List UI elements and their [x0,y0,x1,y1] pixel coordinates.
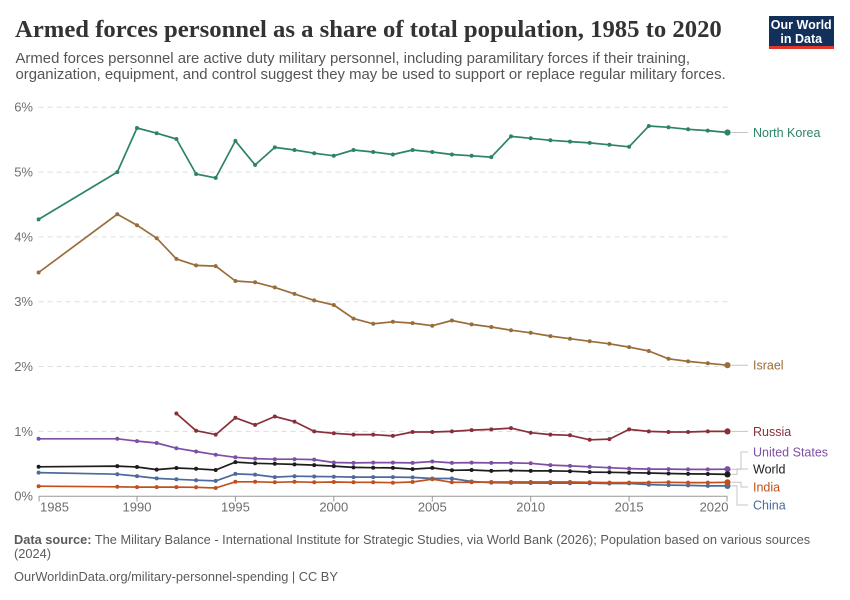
svg-text:United States: United States [753,446,828,460]
svg-text:0%: 0% [14,489,33,504]
svg-text:India: India [753,481,780,495]
svg-text:6%: 6% [14,100,33,115]
svg-text:North Korea: North Korea [753,126,820,140]
svg-text:4%: 4% [14,229,33,244]
svg-text:1%: 1% [14,424,33,439]
svg-text:1990: 1990 [123,500,152,515]
svg-text:3%: 3% [14,294,33,309]
svg-text:2005: 2005 [418,500,447,515]
svg-text:2020: 2020 [700,500,729,515]
svg-text:5%: 5% [14,165,33,180]
svg-text:1985: 1985 [40,500,69,515]
svg-text:2010: 2010 [516,500,545,515]
svg-text:Israel: Israel [753,359,784,373]
svg-text:Russia: Russia [753,425,791,439]
svg-text:2%: 2% [14,359,33,374]
svg-text:2000: 2000 [319,500,348,515]
svg-text:China: China [753,499,786,513]
svg-text:2015: 2015 [615,500,644,515]
svg-text:1995: 1995 [221,500,250,515]
svg-text:World: World [753,463,785,477]
